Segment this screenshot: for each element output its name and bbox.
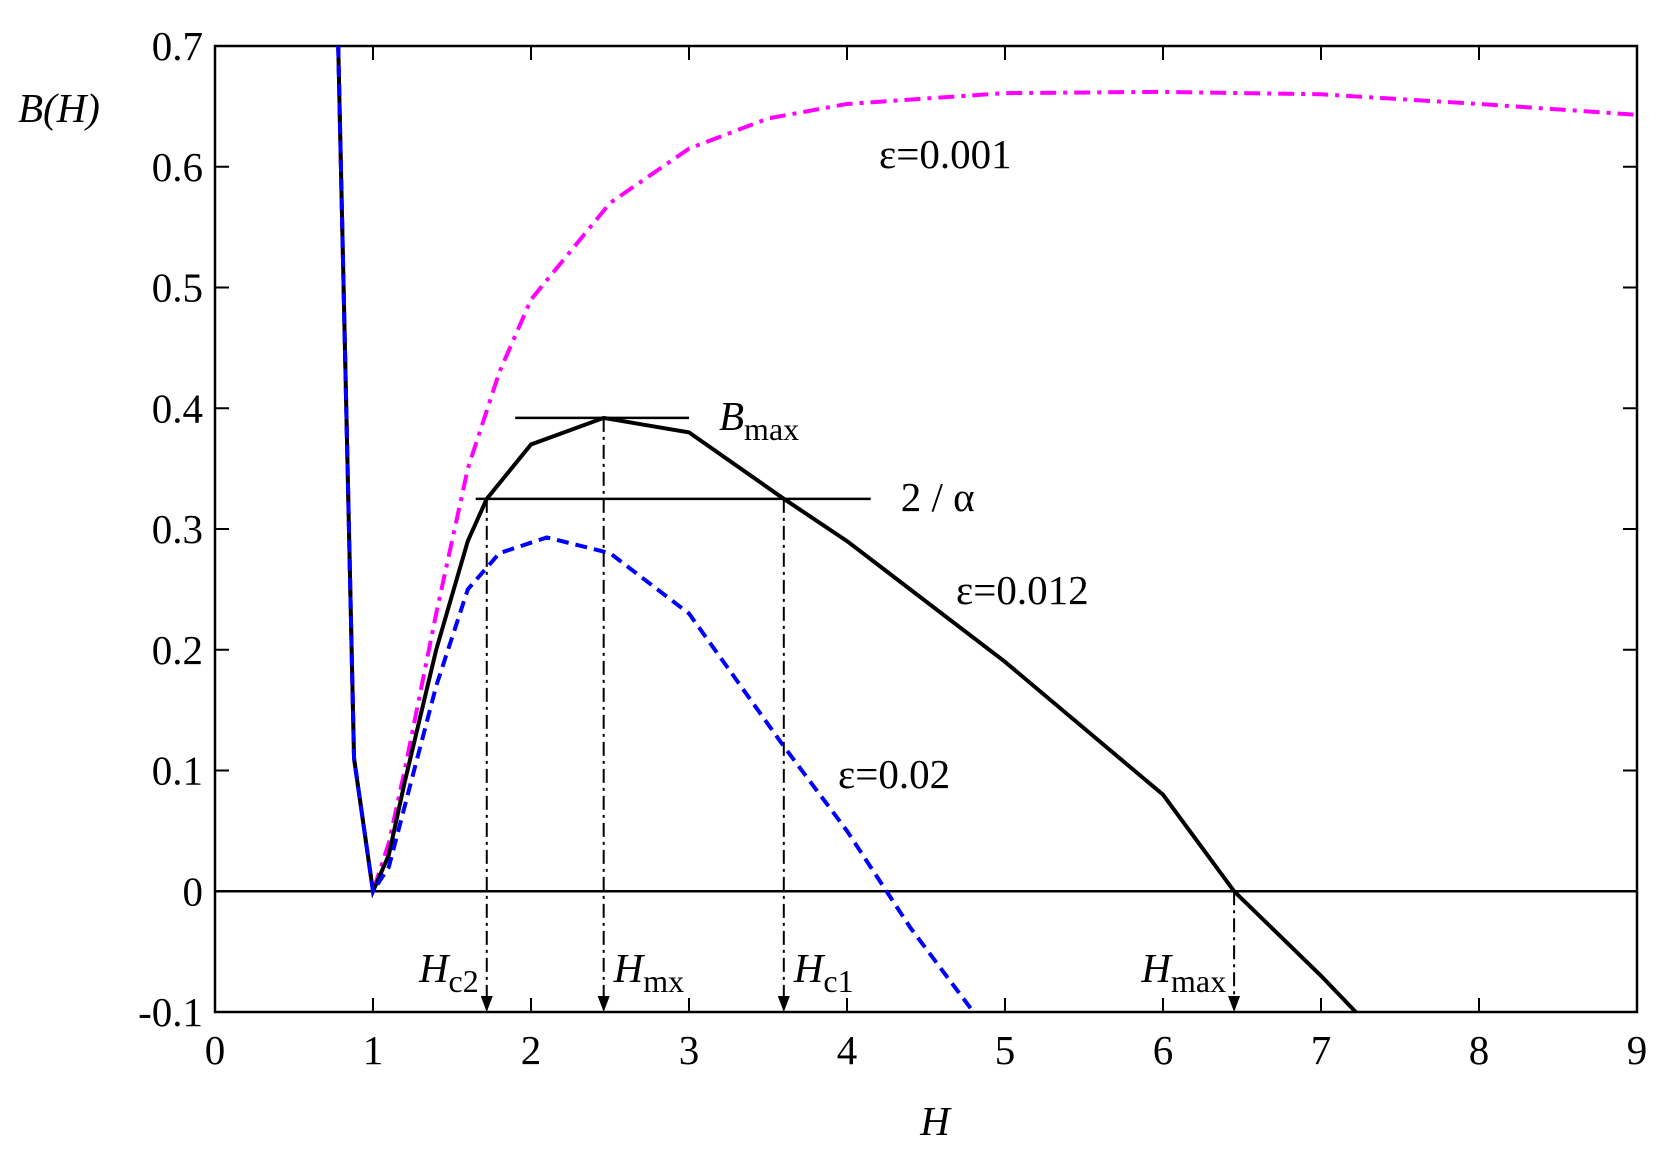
level-label-main: 2 / α — [901, 474, 975, 520]
marker-arrowhead — [777, 996, 790, 1012]
x-axis-label: H — [919, 1098, 952, 1144]
marker-arrowhead — [597, 996, 610, 1012]
marker-label: Hmax — [1140, 945, 1226, 999]
series-label: ε=0.001 — [879, 131, 1012, 177]
series-label: ε=0.012 — [956, 567, 1089, 613]
y-tick-label: 0.7 — [152, 23, 203, 69]
marker-label: Hc1 — [793, 945, 854, 999]
marker-label-main: H — [793, 945, 826, 991]
level-label-main: B — [719, 393, 744, 439]
y-tick-label: 0.2 — [152, 627, 203, 673]
x-tick-label: 2 — [521, 1027, 542, 1073]
x-tick-label: 4 — [837, 1027, 858, 1073]
x-tick-label: 0 — [205, 1027, 226, 1073]
level-label-sub: max — [744, 411, 799, 447]
x-tick-label: 5 — [995, 1027, 1016, 1073]
series-label: ε=0.02 — [838, 751, 950, 797]
marker-label-sub: max — [1171, 963, 1226, 999]
marker-label-main: H — [418, 945, 451, 991]
series-line — [336, 46, 976, 1012]
x-tick-label: 9 — [1627, 1027, 1648, 1073]
marker-label-sub: mx — [643, 963, 684, 999]
y-tick-label: 0.6 — [152, 144, 203, 190]
y-tick-label: 0 — [183, 868, 204, 914]
y-tick-label: 0.5 — [152, 265, 203, 311]
marker-label-main: H — [1140, 945, 1173, 991]
marker-arrowhead — [1228, 996, 1241, 1012]
marker-label: Hmx — [613, 945, 685, 999]
marker-label-sub: c1 — [823, 963, 853, 999]
y-tick-label: -0.1 — [138, 989, 203, 1035]
plot-area — [336, 46, 1637, 1012]
x-tick-label: 1 — [363, 1027, 384, 1073]
x-tick-label: 8 — [1469, 1027, 1490, 1073]
x-tick-label: 3 — [679, 1027, 700, 1073]
marker-label-main: H — [613, 945, 646, 991]
marker-arrowhead — [480, 996, 493, 1012]
level-label: Bmax — [719, 393, 799, 447]
level-label: 2 / α — [901, 474, 975, 520]
y-axis-label: B(H) — [18, 85, 100, 131]
marker-label-sub: c2 — [449, 963, 479, 999]
y-tick-label: 0.1 — [152, 748, 203, 794]
y-tick-label: 0.3 — [152, 506, 203, 552]
marker-label: Hc2 — [418, 945, 479, 999]
series-line — [336, 46, 1637, 892]
y-tick-label: 0.4 — [152, 385, 203, 431]
x-tick-label: 7 — [1311, 1027, 1332, 1073]
plot-frame — [213, 44, 1639, 1014]
series-line — [336, 46, 1358, 1012]
x-tick-label: 6 — [1153, 1027, 1174, 1073]
